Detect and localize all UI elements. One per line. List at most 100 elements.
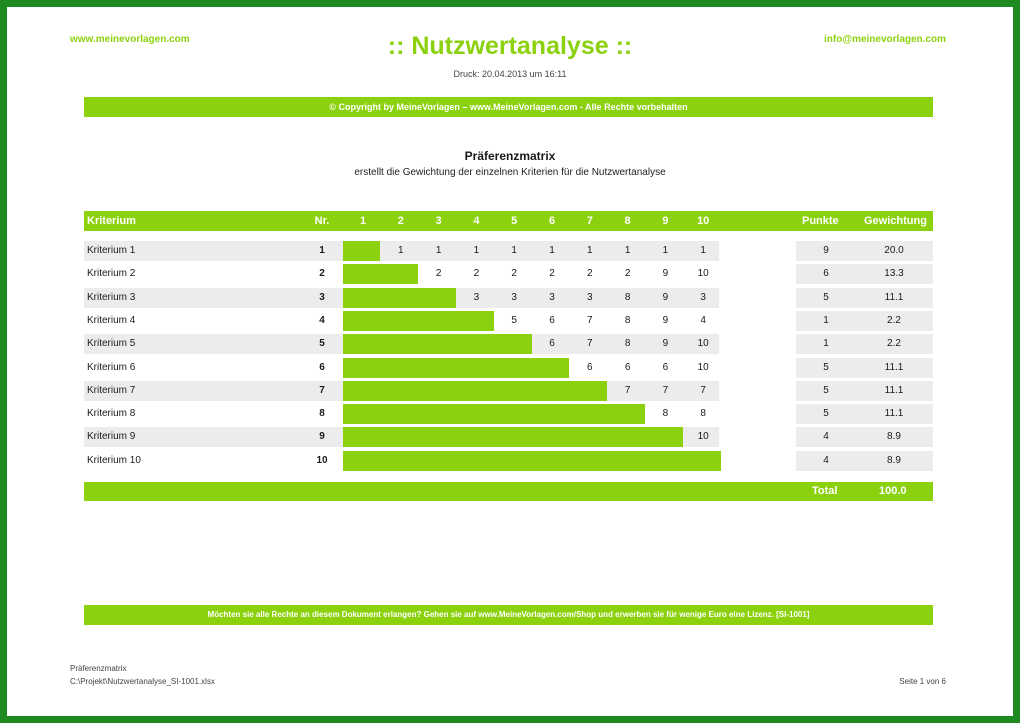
preference-cell: 6 [549, 338, 555, 350]
weight-value: 11.1 [884, 361, 904, 373]
total-bar: Total 100.0 [84, 482, 933, 501]
section-subtitle: erstellt die Gewichtung der einzelnen Kr… [354, 167, 666, 178]
preference-cell: 2 [435, 268, 442, 280]
header-col-2: 2 [397, 215, 404, 227]
points-background [796, 380, 933, 401]
points-value: 6 [823, 268, 829, 280]
preference-cell: 3 [511, 291, 517, 303]
header-col-1: 1 [359, 215, 367, 227]
points-value: 4 [823, 454, 829, 466]
points-background [796, 264, 933, 285]
header-weight: Gewichtung [864, 215, 927, 227]
preference-cell: 1 [473, 245, 480, 256]
preference-cell: 3 [473, 291, 480, 303]
weight-value: 11.1 [884, 291, 904, 303]
license-notice-bar: Möchten sie alle Rechte an diesem Dokume… [84, 605, 933, 625]
table-row: Kriterium 5 5 6 7 8 9 10 1 2.2 [84, 334, 933, 357]
weight-value: 20.0 [884, 245, 904, 256]
table-header: Kriterium Nr. Punkte Gewichtung 1 2 3 4 5 6 7 8… [84, 211, 933, 231]
header-criterion: Kriterium [87, 215, 136, 227]
criterion-name: Kriterium 2 [87, 268, 136, 280]
diagonal-fill [343, 380, 608, 401]
preference-cell: 10 [697, 361, 709, 373]
footer-file-path: C:\Projekt\Nutzwertanalyse_SI-1001.xlsx [70, 677, 215, 686]
criterion-name: Kriterium 10 [87, 454, 141, 466]
criterion-nr: 4 [319, 314, 325, 326]
preference-cell: 2 [511, 268, 517, 280]
header-col-3: 3 [435, 215, 442, 227]
header-col-8: 8 [624, 215, 631, 227]
page-title: :: Nutzwertanalyse :: [387, 32, 633, 60]
header-col-10: 10 [697, 215, 710, 227]
preference-cell: 3 [549, 291, 555, 303]
footer-sheet-name: Präferenzmatrix [70, 664, 127, 673]
table-row: Kriterium 9 9 10 4 8.9 [84, 427, 933, 450]
preference-cell: 6 [662, 361, 669, 373]
weight-value: 2.2 [887, 314, 901, 326]
preference-cell: 7 [587, 314, 593, 326]
total-label: Total [812, 485, 838, 497]
criterion-name: Kriterium 9 [87, 431, 136, 443]
points-background [796, 287, 933, 308]
preference-cell: 5 [511, 314, 517, 326]
criterion-nr: 5 [319, 338, 325, 350]
preference-cell: 2 [624, 268, 631, 280]
points-background [796, 404, 933, 425]
table-row: Kriterium 3 3 3 3 3 3 8 9 3 5 11.1 [84, 287, 933, 311]
preference-cell: 8 [624, 338, 631, 350]
points-value: 1 [823, 314, 829, 326]
diagonal-fill [343, 357, 570, 378]
header-email: info@meinevorlagen.com [824, 34, 946, 45]
preference-cell: 6 [549, 314, 555, 326]
header-points: Punkte [802, 215, 839, 227]
diagonal-fill [343, 427, 683, 448]
preference-cell: 7 [662, 384, 669, 396]
preference-cell: 8 [662, 408, 669, 420]
criterion-nr: 2 [319, 268, 325, 280]
header-nr: Nr. [314, 215, 330, 227]
row-background [84, 241, 719, 261]
weight-value: 11.1 [884, 408, 904, 420]
criterion-nr: 7 [319, 384, 325, 396]
weight-value: 2.2 [887, 338, 901, 350]
preference-cell: 10 [697, 268, 709, 280]
criterion-name: Kriterium 5 [87, 338, 136, 350]
preference-cell: 4 [700, 314, 706, 326]
preference-cell: 1 [662, 245, 669, 256]
points-value: 5 [823, 291, 829, 303]
table-row: Kriterium 10 10 4 8.9 [84, 450, 933, 474]
criterion-nr: 1 [319, 245, 325, 256]
footer-page-number: Seite 1 von 6 [899, 677, 946, 686]
print-date: Druck: 20.04.2013 um 16:11 [453, 69, 567, 79]
preference-cell: 3 [700, 291, 706, 303]
preference-cell: 8 [624, 314, 631, 326]
preference-cell: 2 [549, 268, 555, 280]
table-row: Kriterium 1 1 1 1 1 1 1 1 1 1 1 9 20.0 [84, 241, 933, 264]
criterion-nr: 9 [319, 431, 325, 443]
header-website: www.meinevorlagen.com [70, 34, 190, 45]
diagonal-fill [343, 241, 381, 261]
criterion-nr: 8 [319, 408, 325, 420]
points-background [796, 450, 933, 471]
criterion-name: Kriterium 4 [87, 314, 136, 326]
preference-cell: 1 [624, 245, 631, 256]
preference-cell: 7 [700, 384, 706, 396]
points-background [796, 427, 933, 448]
weight-value: 8.9 [887, 431, 901, 443]
points-background [796, 241, 933, 261]
diagonal-fill [343, 310, 494, 331]
criterion-nr: 6 [319, 361, 325, 373]
weight-value: 8.9 [887, 454, 901, 466]
points-value: 5 [823, 361, 829, 373]
table-row: Kriterium 4 4 5 6 7 8 9 4 1 2.2 [84, 310, 933, 334]
preference-cell: 9 [662, 291, 669, 303]
copyright-bar: © Copyright by MeineVorlagen – www.Meine… [84, 97, 933, 117]
preference-cell: 2 [473, 268, 480, 280]
preference-cell: 6 [587, 361, 593, 373]
preference-cell: 1 [700, 245, 706, 256]
criterion-name: Kriterium 8 [87, 408, 136, 420]
diagonal-fill [343, 264, 419, 285]
table-row: Kriterium 7 7 7 7 7 5 11.1 [84, 380, 933, 404]
criterion-name: Kriterium 7 [87, 384, 136, 396]
preference-cell: 6 [624, 361, 631, 373]
